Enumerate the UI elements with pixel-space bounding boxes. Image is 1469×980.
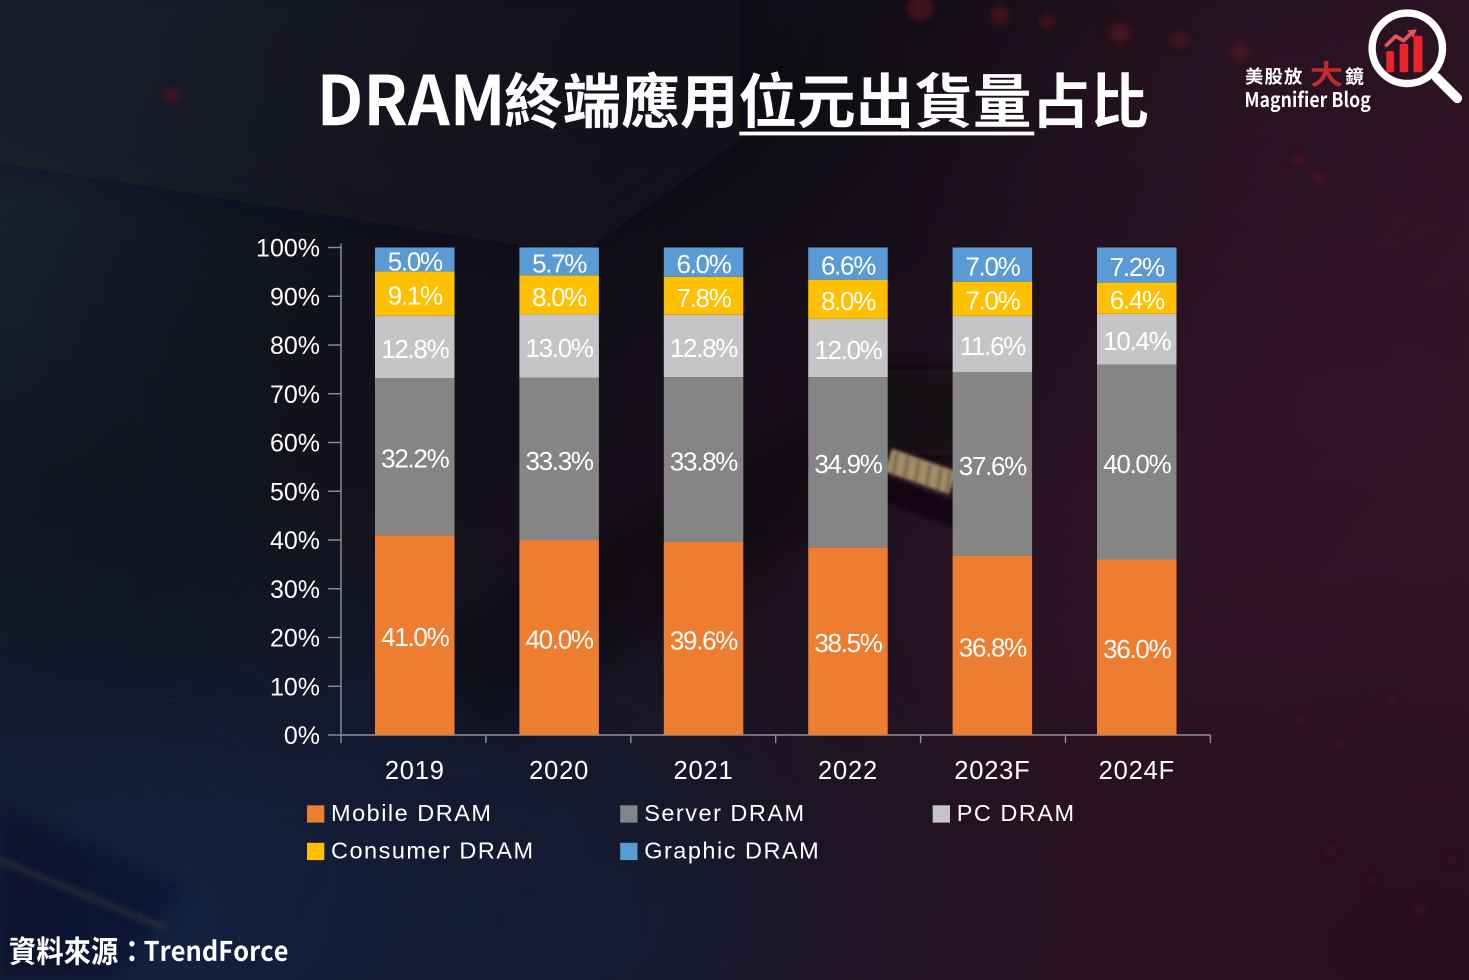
svg-text:41.0%: 41.0%: [381, 622, 449, 652]
svg-text:Server DRAM: Server DRAM: [644, 800, 805, 826]
svg-text:2022: 2022: [818, 757, 878, 785]
svg-text:PC DRAM: PC DRAM: [957, 800, 1076, 826]
svg-text:40%: 40%: [270, 527, 320, 555]
svg-text:7.8%: 7.8%: [676, 283, 731, 313]
svg-text:32.2%: 32.2%: [381, 444, 449, 474]
svg-text:33.3%: 33.3%: [525, 446, 593, 476]
svg-text:13.0%: 13.0%: [525, 333, 593, 363]
svg-text:37.6%: 37.6%: [959, 451, 1027, 481]
svg-text:7.2%: 7.2%: [1110, 252, 1165, 282]
svg-text:6.0%: 6.0%: [676, 249, 731, 279]
svg-text:2023F: 2023F: [954, 757, 1030, 785]
svg-text:2024F: 2024F: [1099, 757, 1175, 785]
svg-text:36.0%: 36.0%: [1103, 634, 1171, 664]
svg-text:39.6%: 39.6%: [670, 626, 738, 656]
svg-text:90%: 90%: [270, 283, 320, 311]
svg-text:33.8%: 33.8%: [670, 447, 738, 477]
svg-text:30%: 30%: [270, 576, 320, 604]
svg-text:Mobile DRAM: Mobile DRAM: [331, 800, 492, 826]
svg-text:70%: 70%: [270, 381, 320, 409]
svg-text:34.9%: 34.9%: [814, 449, 882, 479]
svg-text:12.0%: 12.0%: [814, 335, 882, 365]
svg-text:12.8%: 12.8%: [381, 334, 449, 364]
svg-text:100%: 100%: [256, 235, 320, 263]
svg-text:80%: 80%: [270, 332, 320, 360]
svg-text:40.0%: 40.0%: [1103, 449, 1171, 479]
svg-text:6.4%: 6.4%: [1110, 285, 1165, 315]
svg-text:9.1%: 9.1%: [388, 281, 443, 311]
svg-text:2019: 2019: [385, 757, 445, 785]
svg-text:10.4%: 10.4%: [1103, 326, 1171, 356]
svg-text:2021: 2021: [674, 757, 734, 785]
svg-text:50%: 50%: [270, 478, 320, 506]
svg-text:0%: 0%: [284, 722, 320, 750]
svg-text:7.0%: 7.0%: [965, 286, 1020, 316]
svg-text:5.0%: 5.0%: [388, 246, 443, 276]
svg-text:5.7%: 5.7%: [532, 248, 587, 278]
svg-text:6.6%: 6.6%: [821, 251, 876, 281]
svg-text:7.0%: 7.0%: [965, 252, 1020, 282]
svg-text:40.0%: 40.0%: [525, 625, 593, 655]
svg-text:36.8%: 36.8%: [959, 632, 1027, 662]
svg-text:Graphic DRAM: Graphic DRAM: [644, 838, 820, 864]
svg-text:8.0%: 8.0%: [532, 282, 587, 312]
svg-text:20%: 20%: [270, 625, 320, 653]
svg-text:Consumer DRAM: Consumer DRAM: [331, 838, 535, 864]
svg-text:2020: 2020: [529, 757, 589, 785]
svg-text:10%: 10%: [270, 673, 320, 701]
svg-text:11.6%: 11.6%: [960, 331, 1026, 361]
svg-text:60%: 60%: [270, 430, 320, 458]
svg-text:12.8%: 12.8%: [670, 333, 738, 363]
svg-text:8.0%: 8.0%: [821, 286, 876, 316]
svg-text:38.5%: 38.5%: [814, 628, 882, 658]
